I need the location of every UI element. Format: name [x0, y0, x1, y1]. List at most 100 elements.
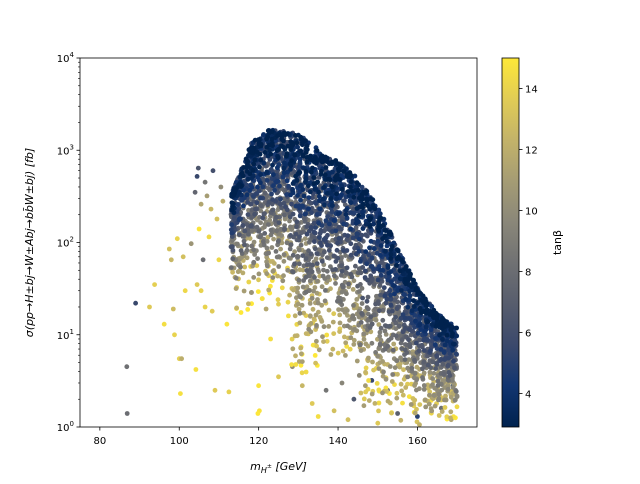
- scatter-point: [295, 301, 301, 307]
- scatter-point: [407, 293, 413, 298]
- scatter-point: [409, 308, 415, 314]
- scatter-point: [438, 357, 444, 362]
- scatter-point: [264, 271, 270, 277]
- scatter-point: [376, 408, 381, 414]
- scatter-point: [360, 196, 365, 202]
- scatter-point: [339, 289, 345, 295]
- scatter-point: [348, 184, 353, 190]
- scatter-point: [300, 142, 305, 148]
- y-tick-label: 101: [57, 328, 74, 342]
- scatter-point: [172, 332, 177, 338]
- scatter-point: [249, 229, 255, 234]
- scatter-point: [276, 254, 282, 260]
- scatter-point: [237, 216, 242, 222]
- scatter-point: [298, 362, 304, 368]
- scatter-point: [303, 274, 309, 280]
- scatter-point: [271, 261, 277, 266]
- scatter-point: [311, 159, 317, 165]
- scatter-point: [297, 261, 302, 267]
- scatter-point: [446, 355, 452, 361]
- scatter-point: [230, 244, 235, 250]
- scatter-point: [362, 275, 368, 280]
- scatter-point: [288, 242, 294, 248]
- scatter-point: [454, 393, 460, 399]
- scatter-point: [246, 231, 251, 237]
- scatter-point: [214, 216, 220, 222]
- scatter-point: [288, 224, 293, 230]
- scatter-point: [343, 212, 349, 218]
- scatter-point: [385, 398, 391, 404]
- scatter-point: [273, 179, 279, 185]
- scatter-point: [297, 213, 303, 219]
- scatter-point: [388, 302, 394, 308]
- scatter-point: [261, 211, 267, 217]
- scatter-point: [258, 220, 263, 226]
- scatter-point: [198, 288, 204, 294]
- scatter-point: [342, 334, 347, 340]
- scatter-point: [402, 357, 408, 362]
- scatter-point: [372, 312, 377, 318]
- scatter-point: [245, 176, 251, 182]
- scatter-point: [255, 256, 260, 261]
- scatter-point: [170, 306, 176, 312]
- scatter-point: [350, 287, 356, 292]
- scatter-point: [300, 284, 306, 290]
- scatter-point: [377, 333, 383, 339]
- scatter-point: [394, 256, 400, 262]
- scatter-point: [257, 234, 263, 240]
- scatter-point: [303, 179, 308, 185]
- scatter-point: [432, 342, 438, 348]
- scatter-point: [427, 369, 433, 375]
- scatter-point: [375, 353, 380, 359]
- scatter-point: [268, 151, 274, 157]
- scatter-point: [444, 332, 450, 338]
- scatter-point: [395, 371, 400, 377]
- scatter-point: [284, 240, 290, 246]
- scatter-point: [331, 331, 337, 336]
- scatter-point: [369, 321, 375, 327]
- scatter-point: [292, 313, 298, 319]
- scatter-point: [320, 334, 325, 340]
- colorbar-ticks: 4 6 8 10 12 14: [519, 84, 538, 400]
- scatter-point: [377, 342, 383, 348]
- scatter-point: [264, 136, 269, 142]
- scatter-point: [393, 333, 399, 339]
- scatter-point: [412, 357, 417, 363]
- scatter-point: [410, 351, 416, 357]
- scatter-point: [275, 239, 281, 244]
- scatter-point: [417, 402, 423, 407]
- scatter-point: [416, 348, 422, 354]
- scatter-point: [400, 259, 406, 265]
- scatter-point: [245, 162, 250, 168]
- scatter-point: [390, 347, 396, 353]
- scatter-point: [409, 365, 415, 371]
- scatter-point: [370, 359, 375, 365]
- scatter-point: [343, 353, 348, 358]
- scatter-point: [168, 257, 174, 263]
- scatter-point: [421, 308, 427, 314]
- scatter-point: [304, 155, 310, 160]
- scatter-point: [369, 391, 375, 397]
- scatter-point: [218, 184, 224, 190]
- scatter-point: [338, 272, 344, 278]
- scatter-point: [298, 345, 304, 351]
- scatter-point: [393, 326, 399, 331]
- scatter-point: [325, 232, 330, 238]
- scatter-point: [188, 241, 194, 247]
- y-axis-label: σ(pp→H±bj→W±Abj→bb̄W±bj) [fb]: [23, 148, 36, 337]
- scatter-point: [323, 387, 329, 393]
- scatter-point: [306, 326, 312, 332]
- scatter-point: [343, 340, 349, 346]
- scatter-point: [388, 255, 394, 261]
- colorbar-tick-label: 6: [525, 328, 531, 339]
- scatter-point: [357, 236, 362, 242]
- scatter-point: [241, 288, 247, 294]
- scatter-point: [192, 189, 198, 195]
- scatter-point: [385, 265, 391, 270]
- scatter-point: [389, 410, 394, 416]
- scatter-point: [312, 235, 318, 241]
- scatter-point: [267, 157, 273, 162]
- scatter-point: [302, 211, 308, 217]
- scatter-point: [284, 178, 290, 184]
